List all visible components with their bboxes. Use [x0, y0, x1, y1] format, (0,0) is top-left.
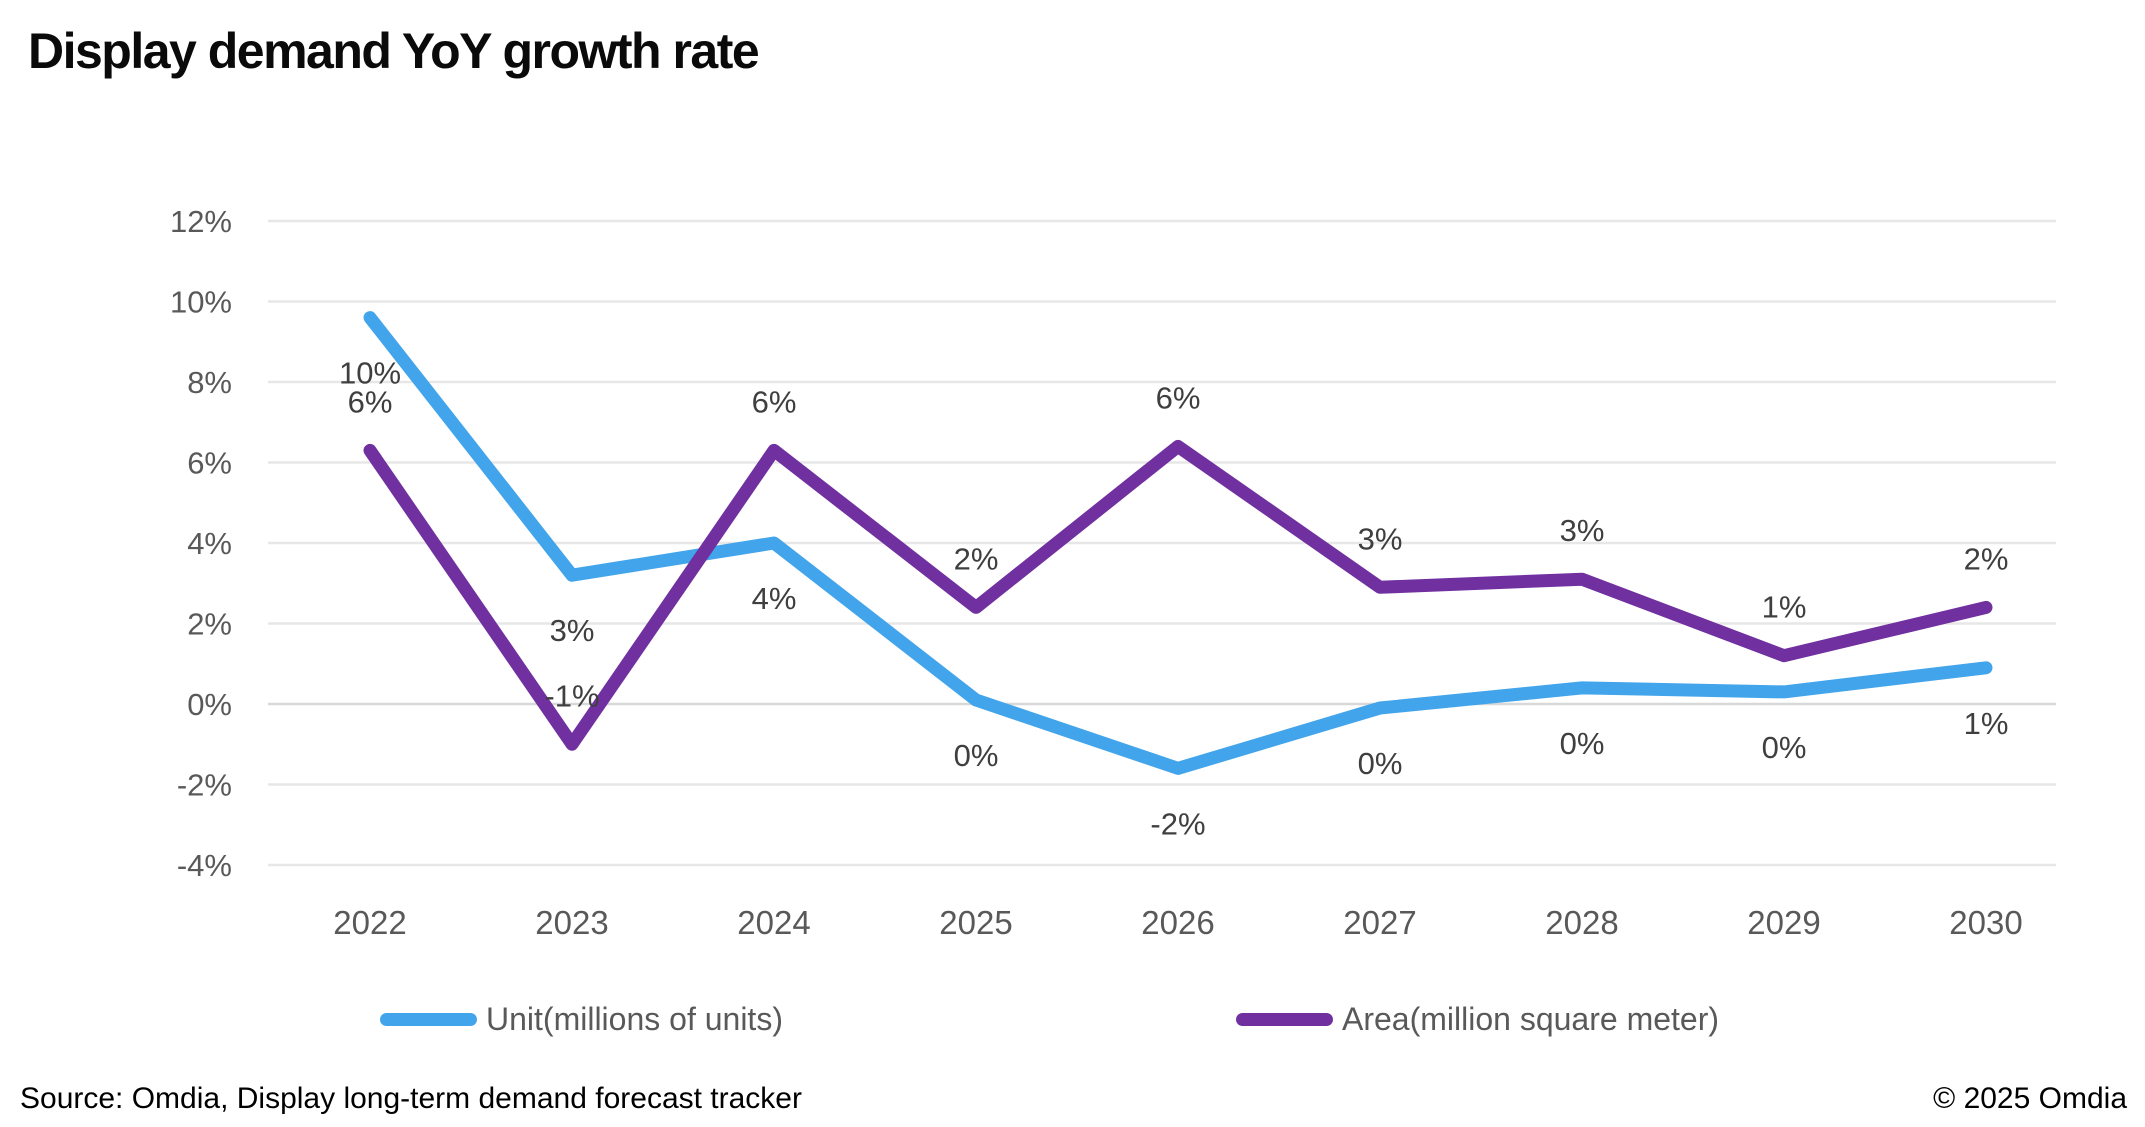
- legend: Unit(millions of units) Area(million squ…: [0, 995, 2145, 1043]
- area-data-label: 2%: [954, 541, 999, 576]
- legend-label-unit: Unit(millions of units): [486, 1000, 783, 1037]
- y-axis-tick-label: 6%: [187, 446, 232, 481]
- x-axis-tick-label: 2026: [1141, 904, 1214, 941]
- x-axis-tick-label: 2028: [1545, 904, 1618, 941]
- legend-item-unit: Unit(millions of units): [380, 995, 783, 1043]
- x-axis-tick-label: 2025: [939, 904, 1012, 941]
- area-data-label: 1%: [1762, 590, 1807, 625]
- area-data-label: 6%: [348, 384, 393, 419]
- area-data-label: 6%: [1156, 380, 1201, 415]
- x-axis-tick-label: 2029: [1747, 904, 1820, 941]
- legend-label-area: Area(million square meter): [1342, 1000, 1720, 1037]
- area-data-label: 3%: [1560, 513, 1605, 548]
- area-data-label: 3%: [1358, 521, 1403, 556]
- unit-data-label: 0%: [1358, 746, 1403, 781]
- x-axis-tick-label: 2023: [535, 904, 608, 941]
- unit-data-label: 3%: [550, 613, 595, 648]
- y-axis-tick-label: -4%: [177, 848, 232, 883]
- y-axis-tick-label: 0%: [187, 687, 232, 722]
- y-axis-tick-label: -2%: [177, 768, 232, 803]
- area-data-label: 2%: [1964, 541, 2009, 576]
- x-axis-tick-label: 2022: [333, 904, 406, 941]
- unit-data-label: 10%: [339, 356, 401, 391]
- area-data-label: -1%: [544, 678, 599, 713]
- unit-data-label: -2%: [1150, 806, 1205, 841]
- x-axis-tick-label: 2024: [737, 904, 810, 941]
- x-axis-tick-label: 2027: [1343, 904, 1416, 941]
- y-axis-tick-label: 12%: [170, 204, 232, 239]
- area-series-line: [363, 439, 1993, 751]
- area-series-swatch: [1236, 1012, 1333, 1026]
- unit-data-label: 0%: [954, 738, 999, 773]
- area-data-label: 6%: [752, 384, 797, 419]
- y-axis-tick-label: 10%: [170, 285, 232, 320]
- copyright-note: © 2025 Omdia: [1933, 1082, 2127, 1115]
- y-axis-tick-label: 8%: [187, 365, 232, 400]
- unit-data-label: 0%: [1762, 730, 1807, 765]
- chart-title: Display demand YoY growth rate: [28, 23, 760, 79]
- legend-item-area: Area(million square meter): [1236, 995, 1719, 1043]
- unit-series-line: [363, 311, 1993, 775]
- y-axis-tick-label: 2%: [187, 607, 232, 642]
- unit-data-label: 4%: [752, 581, 797, 616]
- x-axis-tick-label: 2030: [1949, 904, 2022, 941]
- source-note: Source: Omdia, Display long-term demand …: [20, 1082, 802, 1115]
- y-axis-tick-label: 4%: [187, 526, 232, 561]
- unit-data-label: 1%: [1964, 706, 2009, 741]
- unit-data-label: 0%: [1560, 726, 1605, 761]
- unit-series-swatch: [380, 1012, 477, 1026]
